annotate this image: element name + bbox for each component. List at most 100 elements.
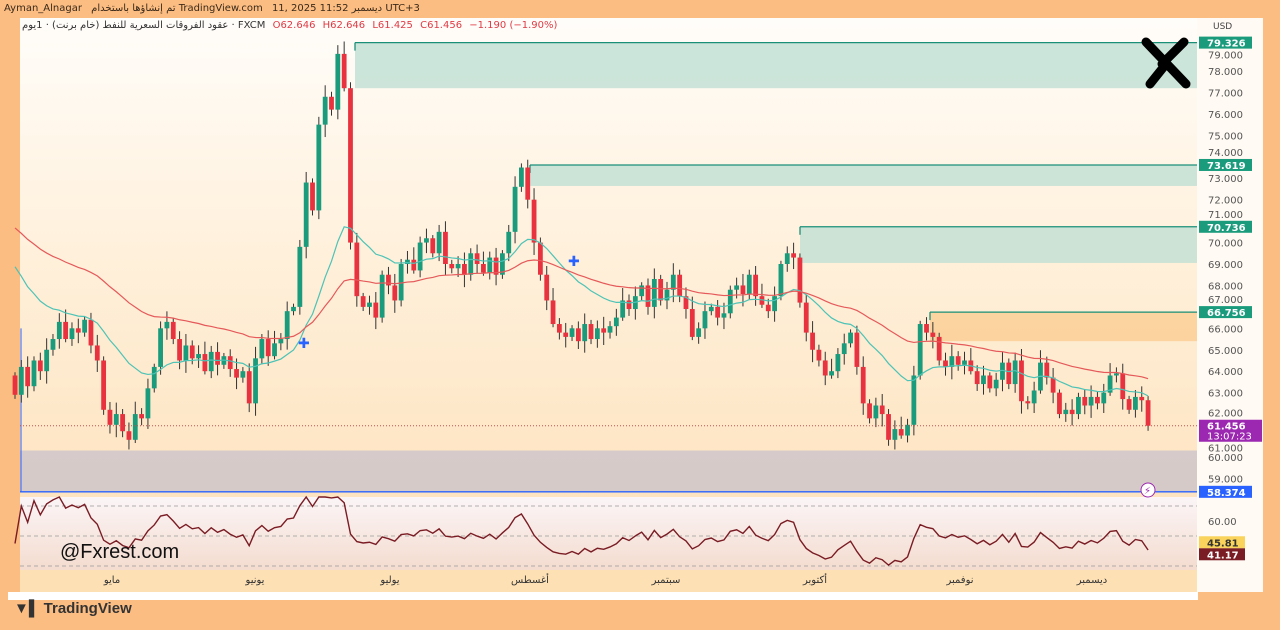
time-axis[interactable]	[20, 570, 1197, 592]
candle-body	[873, 405, 879, 419]
candle-body	[37, 360, 43, 372]
time-label: ديسمبر	[1076, 575, 1108, 586]
candle-body	[449, 264, 455, 269]
candle-body	[626, 300, 632, 310]
candle-body	[94, 345, 100, 361]
candle-body	[107, 409, 113, 425]
candle-body	[12, 375, 18, 395]
brand-x-logo-icon	[1141, 37, 1191, 89]
candle-body	[715, 306, 721, 318]
candle-body	[75, 328, 81, 333]
publish-datetime: 11, 2025 ديسمبر 11:52 UTC+3	[271, 3, 420, 14]
candle-body	[398, 264, 404, 301]
price-tick: 67.000	[1208, 295, 1243, 306]
rsi-value-bg	[1199, 548, 1245, 561]
candle-body	[537, 242, 543, 275]
candle-body	[1133, 396, 1138, 410]
candle-body	[360, 296, 366, 307]
zone-support	[20, 450, 1197, 492]
footer-band	[8, 592, 1198, 600]
candle-body	[335, 53, 341, 110]
candle-body	[253, 358, 258, 404]
candle-body	[556, 324, 562, 333]
candle-body	[1101, 392, 1107, 404]
candle-body	[56, 321, 62, 340]
high-value: H62.646	[322, 20, 366, 31]
candle-body	[82, 319, 88, 333]
username: Ayman_Alnagar	[4, 3, 82, 14]
candle-body	[1044, 362, 1050, 378]
candle-body	[778, 264, 784, 297]
rsi-value-bg	[1199, 536, 1245, 549]
level-label-bg	[1199, 485, 1252, 498]
candle-body	[50, 339, 56, 350]
candle-body	[69, 328, 75, 340]
candle-body	[1031, 390, 1037, 404]
candle-body	[1063, 409, 1069, 415]
candle-body	[455, 264, 461, 269]
candle-body	[443, 231, 448, 264]
candle-body	[1095, 396, 1100, 404]
candle-body	[620, 300, 626, 318]
candle-body	[1088, 396, 1094, 406]
candle-body	[917, 324, 923, 376]
candle-body	[658, 279, 664, 301]
candle-body	[962, 360, 967, 365]
countdown-label: 13:07:23	[1207, 432, 1252, 443]
candle-body	[848, 332, 853, 344]
publish-bar: Ayman_Alnagar تم إنشاؤها باستخدام Tradin…	[0, 0, 1280, 18]
candle-body	[531, 199, 537, 243]
candle-body	[860, 366, 866, 404]
price-tick: 79.000	[1208, 51, 1243, 62]
candle-body	[670, 274, 676, 290]
candle-body	[278, 339, 284, 344]
price-tick: 64.000	[1208, 367, 1243, 378]
candle-body	[1126, 399, 1132, 410]
candle-body	[911, 375, 917, 425]
rsi-value-label: 45.81	[1207, 538, 1239, 549]
candle-body	[1019, 360, 1024, 402]
candle-body	[544, 274, 550, 301]
candle-body	[563, 332, 569, 337]
candle-body	[936, 336, 942, 361]
candle-body	[63, 321, 69, 340]
tv-logo-text: TradingView	[43, 600, 132, 617]
candle-body	[797, 257, 803, 303]
candle-body	[348, 88, 353, 243]
price-tick: 60.000	[1208, 453, 1243, 464]
candle-body	[25, 366, 31, 387]
candle-body	[993, 379, 999, 389]
low-value: L61.425	[372, 20, 413, 31]
cross-marker-icon: ✚	[568, 254, 580, 270]
time-label: يونيو	[245, 575, 265, 586]
candle-body	[1012, 360, 1018, 385]
zone-supply	[800, 226, 1197, 263]
candle-body	[329, 96, 334, 110]
candle-body	[113, 414, 119, 425]
candle-body	[924, 324, 929, 333]
candle-body	[164, 321, 170, 329]
candle-body	[316, 124, 322, 211]
candle-body	[772, 296, 777, 312]
candle-body	[886, 414, 891, 440]
rsi-pane[interactable]	[20, 497, 1197, 570]
candle-body	[506, 231, 512, 254]
candle-body	[265, 339, 271, 357]
change-value: −1.190 (−1.90%)	[469, 20, 558, 31]
rsi-line	[14, 495, 1149, 566]
candle-body	[1120, 373, 1126, 400]
candle-body	[227, 356, 233, 370]
candle-body	[379, 274, 385, 318]
candle-body	[436, 231, 442, 254]
candle-body	[215, 351, 220, 365]
candle-body	[582, 324, 588, 342]
ema-slow-line	[14, 227, 1149, 380]
level-label: 70.736	[1207, 223, 1246, 234]
symbol-legend: عقود الفروقات السعرية للنفط (خام برنت) ·…	[22, 20, 557, 31]
time-label: أغسطس	[511, 575, 549, 586]
candle-body	[151, 366, 157, 389]
candle-body	[126, 431, 132, 440]
tv-logo-icon: ▼▌	[14, 600, 44, 617]
candle-body	[1025, 401, 1031, 404]
candle-body	[474, 253, 480, 264]
